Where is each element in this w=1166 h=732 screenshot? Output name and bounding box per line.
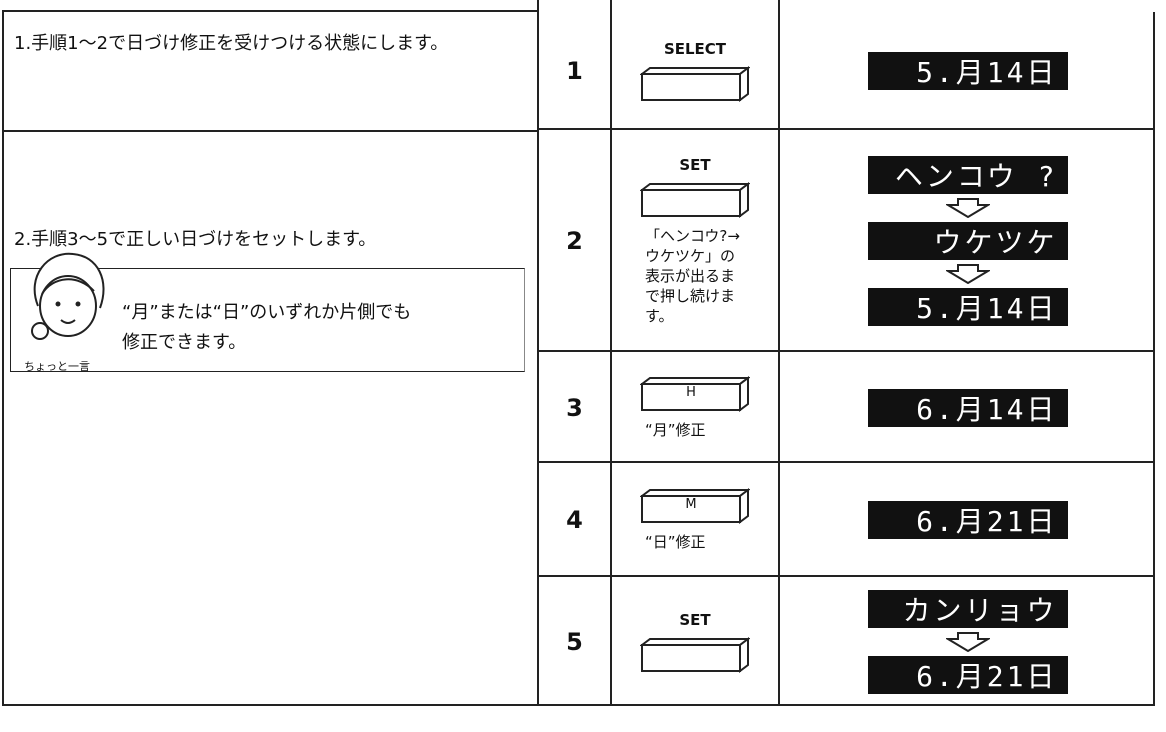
lcd-display: ウケツケ bbox=[867, 222, 1068, 260]
step-number: 3 bbox=[566, 393, 583, 422]
tip-face-icon bbox=[31, 252, 105, 340]
lcd-display: カンリョウ bbox=[867, 589, 1068, 628]
display-cell: 6.月14日 bbox=[780, 352, 1155, 463]
down-arrow bbox=[945, 198, 990, 218]
step-number: 5 bbox=[566, 627, 583, 656]
column-divider bbox=[610, 0, 612, 706]
column-divider bbox=[778, 0, 780, 706]
key-shape bbox=[639, 636, 751, 673]
step-text: 1.手順1～2で日づけ修正を受けつける状態にします。 bbox=[14, 33, 449, 54]
lcd-display: 6.月14日 bbox=[867, 388, 1068, 427]
down-arrow bbox=[945, 264, 990, 284]
display-cell: ヘンコウ ? ウケツケ 5.月14日 bbox=[780, 130, 1155, 352]
lcd-display: ヘンコウ ? bbox=[867, 156, 1068, 194]
key-button: H bbox=[639, 375, 751, 412]
row-line bbox=[537, 577, 1155, 706]
key-shape bbox=[639, 182, 751, 218]
display-cell: 5.月14日 bbox=[780, 12, 1155, 130]
button-cell: SET bbox=[612, 577, 778, 706]
button-cell: SELECT bbox=[612, 12, 778, 130]
row-line bbox=[537, 352, 1155, 463]
top-rule-left bbox=[2, 10, 539, 12]
lcd-display: 6.月21日 bbox=[867, 501, 1068, 539]
key-button: M bbox=[639, 488, 751, 524]
tip-caption: ちょっと一言 bbox=[24, 360, 90, 373]
left-divider bbox=[2, 130, 539, 132]
button-note: “月”修正 bbox=[645, 420, 706, 439]
button-label: SET bbox=[679, 610, 711, 629]
button-label: SELECT bbox=[663, 40, 727, 58]
lcd-display: 5.月14日 bbox=[867, 288, 1068, 326]
step-number: 2 bbox=[566, 227, 583, 255]
button-cell: SET 「ヘンコウ?→ウケツケ」の表示が出るまで押し続けます。 bbox=[612, 130, 778, 352]
key-text: M bbox=[685, 497, 697, 512]
key-shape bbox=[639, 375, 751, 412]
display-cell: カンリョウ 6.月21日 bbox=[780, 577, 1155, 706]
down-arrow bbox=[945, 631, 990, 652]
key-button bbox=[639, 182, 751, 218]
lcd-display: 6.月21日 bbox=[867, 655, 1068, 694]
button-cell: M “日”修正 bbox=[612, 463, 778, 577]
button-note: “日”修正 bbox=[645, 533, 706, 551]
key-text: H bbox=[686, 384, 696, 400]
tip-text: “月”または“日”のいずれか片側でも修正できます。 bbox=[122, 302, 412, 353]
row-line bbox=[537, 12, 1155, 130]
row-line bbox=[537, 463, 1155, 577]
key-button bbox=[639, 636, 751, 673]
lcd-display: 5.月14日 bbox=[867, 52, 1068, 90]
row-line bbox=[537, 130, 1155, 352]
tip-box bbox=[10, 268, 525, 372]
step-number: 4 bbox=[566, 506, 583, 534]
button-note: 「ヘンコウ?→ウケツケ」の表示が出るまで押し続けます。 bbox=[645, 227, 740, 325]
key-shape bbox=[639, 66, 751, 102]
step-number: 1 bbox=[566, 57, 583, 85]
key-button bbox=[639, 66, 751, 102]
column-divider bbox=[537, 0, 539, 706]
button-label: SET bbox=[679, 156, 711, 174]
button-cell: H “月”修正 bbox=[612, 352, 778, 463]
key-shape bbox=[639, 488, 751, 524]
step-text: 2.手順3～5で正しい日づけをセットします。 bbox=[14, 229, 377, 250]
display-cell: 6.月21日 bbox=[780, 463, 1155, 577]
